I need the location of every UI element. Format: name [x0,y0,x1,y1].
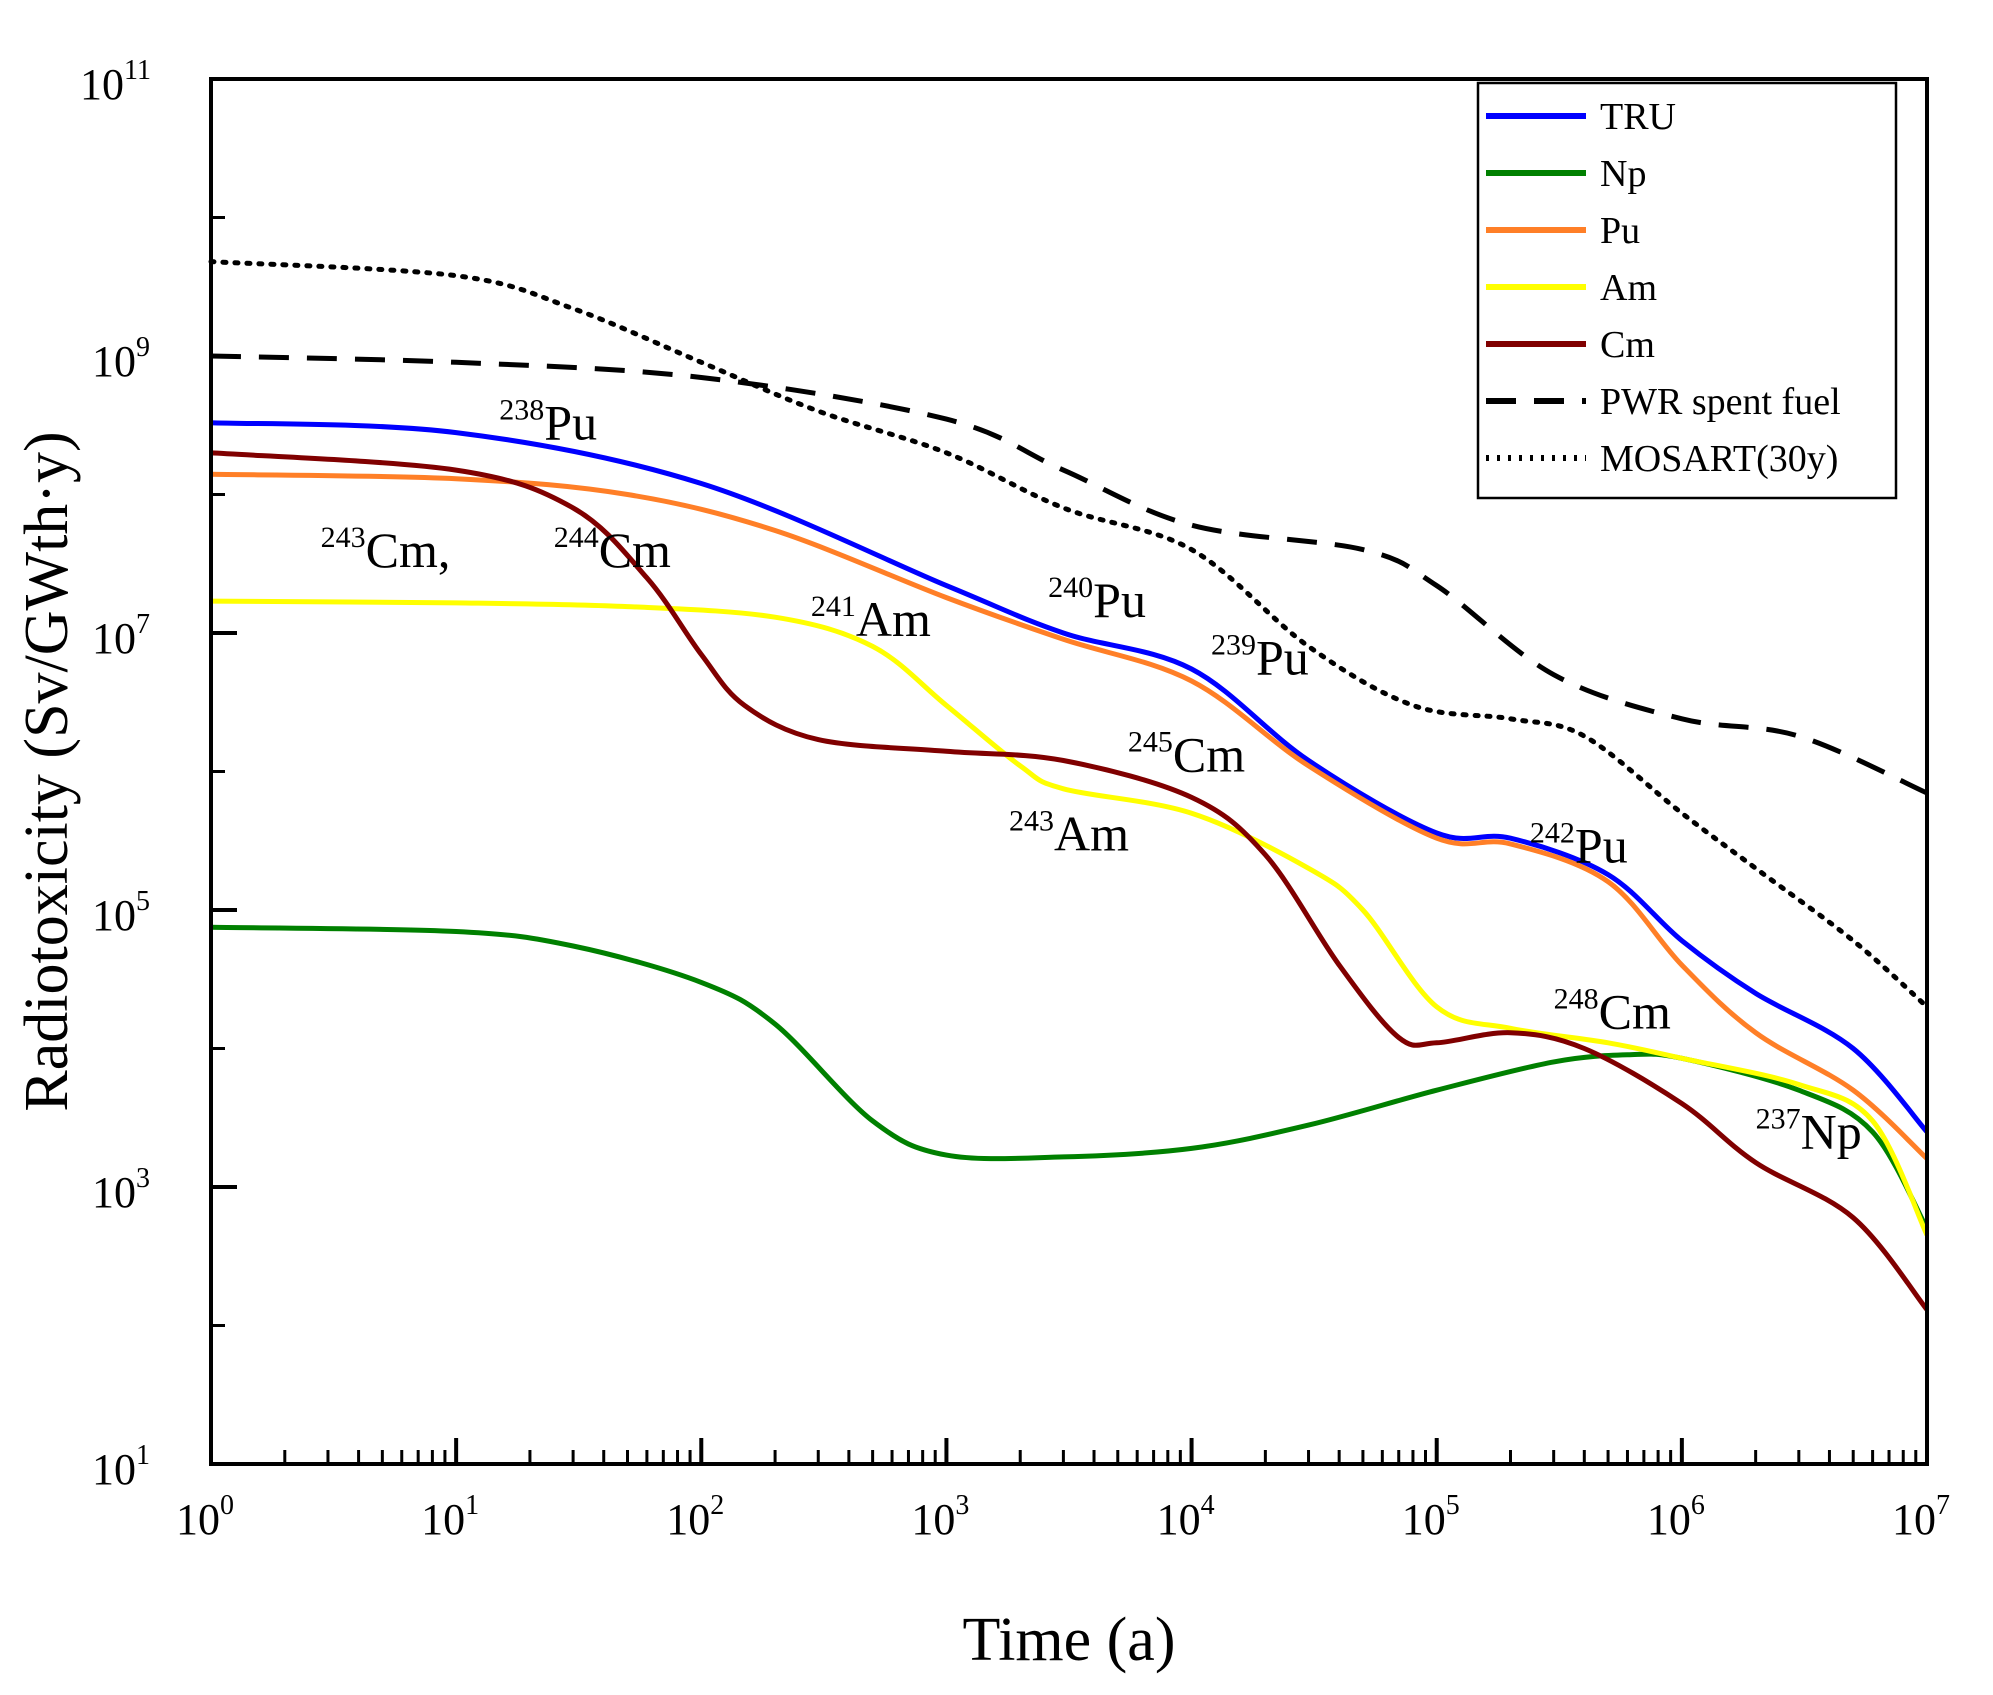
y-tick-label-exponent: 11 [124,55,151,86]
isotope-mass-number: 237 [1756,1102,1801,1135]
isotope-symbol: Np [1801,1103,1862,1159]
isotope-symbol: Am [1054,805,1129,861]
x-axis-title: Time (a) [963,1606,1176,1674]
isotope-mass-number: 243 [321,521,366,554]
isotope-symbol: Pu [544,394,597,450]
legend-label-np: Np [1600,153,1646,195]
legend-label-tru: TRU [1600,96,1676,138]
x-tick-label-base: 10 [1402,1495,1446,1544]
isotope-mass-number: 239 [1211,629,1256,662]
y-tick-label-exponent: 7 [136,609,150,640]
x-tick-label-exponent: 6 [1691,1490,1705,1521]
x-tick-label-base: 10 [1157,1495,1201,1544]
x-tick-label-exponent: 2 [710,1490,724,1521]
y-tick-label-base: 10 [80,60,124,109]
y-tick-label-base: 10 [92,614,136,663]
y-tick-label-exponent: 1 [136,1440,150,1471]
isotope-symbol: Am [856,591,931,647]
x-tick-label-exponent: 1 [465,1490,479,1521]
x-tick-label-exponent: 3 [955,1490,969,1521]
x-tick-label-base: 10 [1892,1495,1936,1544]
x-tick-label-base: 10 [421,1495,465,1544]
y-tick-label-base: 10 [92,337,136,386]
y-tick-label-exponent: 9 [136,332,150,363]
isotope-mass-number: 243 [1009,804,1054,837]
legend-box [1478,83,1896,498]
legend-label-cm: Cm [1600,324,1655,366]
y-axis-title: Radiotoxicity (Sv/GWth·y) [13,431,81,1111]
x-tick-label-exponent: 5 [1446,1490,1460,1521]
isotope-mass-number: 244 [554,521,599,554]
y-tick-label-base: 10 [92,891,136,940]
x-tick-label-base: 10 [666,1495,710,1544]
x-tick-label-base: 10 [1647,1495,1691,1544]
y-tick-label-base: 10 [92,1445,136,1494]
y-tick-label-exponent: 5 [136,886,150,917]
x-tick-label-exponent: 7 [1936,1490,1950,1521]
isotope-symbol: Pu [1256,630,1309,686]
isotope-mass-number: 238 [499,393,544,426]
x-tick-label-base: 10 [176,1495,220,1544]
legend-label-pu: Pu [1600,210,1640,252]
isotope-symbol: Cm, [366,522,451,578]
isotope-symbol: Cm [599,522,671,578]
isotope-mass-number: 245 [1128,726,1173,759]
isotope-mass-number: 248 [1554,982,1599,1015]
legend-label-pwr-spent-fuel: PWR spent fuel [1600,381,1841,423]
isotope-symbol: Cm [1173,727,1245,783]
legend-label-am: Am [1600,267,1657,309]
isotope-mass-number: 242 [1530,817,1575,850]
isotope-symbol: Pu [1575,818,1628,874]
y-tick-label-exponent: 3 [136,1163,150,1194]
isotope-mass-number: 241 [811,590,856,623]
y-tick-label-base: 10 [92,1168,136,1217]
isotope-mass-number: 240 [1048,571,1093,604]
isotope-symbol: Pu [1093,572,1146,628]
legend-label-mosart-30y: MOSART(30y) [1600,438,1838,480]
radiotoxicity-chart: 100 101 102 103 104 105 106 1071011031051071091… [0,0,1993,1695]
legend: TRU Np Pu Am Cm PWR spent fuel MOSART(30y) [1478,83,1896,498]
x-tick-label-exponent: 4 [1201,1490,1215,1521]
x-tick-label-base: 10 [911,1495,955,1544]
isotope-symbol: Cm [1599,983,1671,1039]
x-tick-label-exponent: 0 [220,1490,234,1521]
